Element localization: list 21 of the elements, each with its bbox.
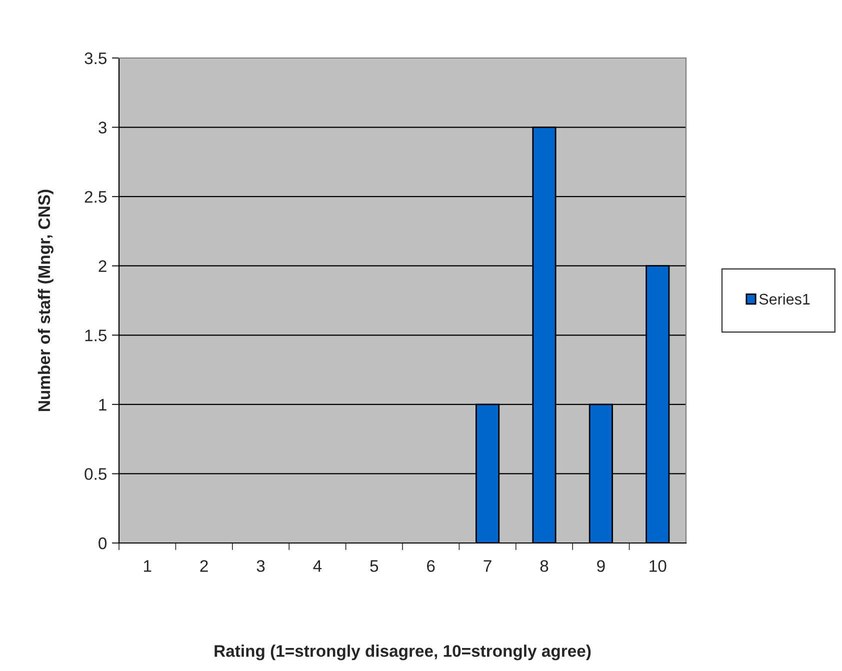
x-tick-label: 5 (370, 560, 378, 572)
y-axis-title: Number of staff (Mngr, CNS) (38, 190, 54, 411)
x-tick-label: 1 (144, 560, 152, 572)
y-tick-label: 1 (99, 399, 106, 410)
y-tick-label: 2 (98, 260, 106, 272)
legend-label: Series1 (759, 293, 810, 305)
y-tick-label: 0.5 (84, 468, 106, 480)
x-tick-label: 4 (313, 560, 322, 572)
y-tick-label: 0 (98, 537, 107, 550)
x-tick-label: 6 (427, 560, 435, 572)
x-tick-label: 2 (200, 560, 208, 572)
x-tick-label: 9 (597, 560, 605, 572)
y-tick-label: 3 (98, 122, 106, 134)
y-tick-label: 1.5 (85, 330, 106, 342)
x-tick-label: 8 (540, 560, 548, 572)
x-axis-title: Rating (1=strongly disagree, 10=strongly agree) (214, 644, 591, 660)
y-tick-label: 3.5 (84, 52, 106, 64)
y-tick-label: 2.5 (84, 190, 106, 203)
x-tick-label: 7 (484, 560, 492, 572)
x-tick-label: 10 (650, 560, 666, 572)
x-tick-label: 3 (256, 560, 265, 572)
